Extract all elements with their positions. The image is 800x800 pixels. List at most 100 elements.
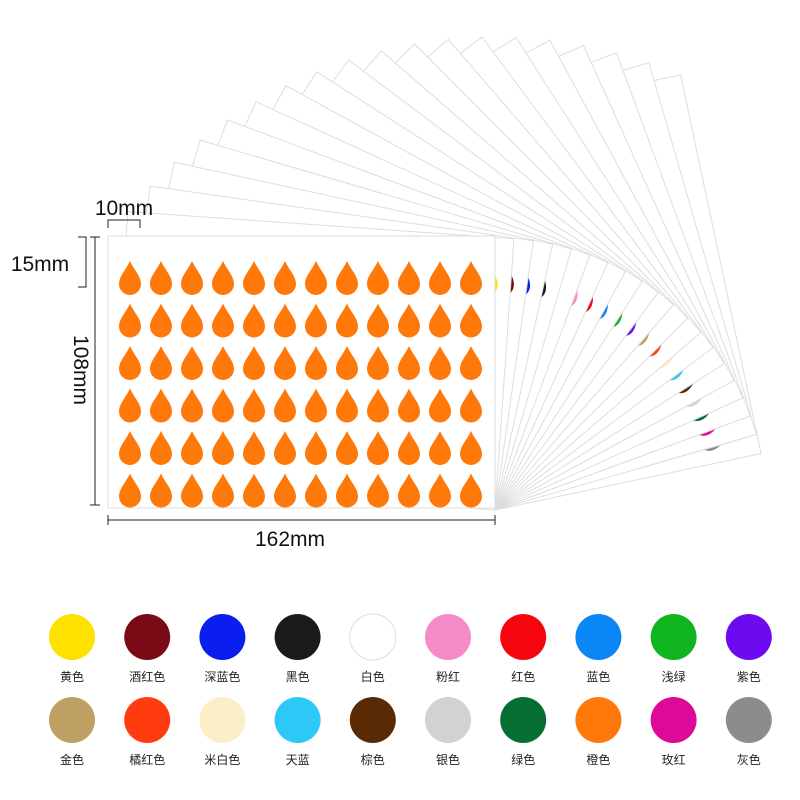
swatch: [425, 614, 471, 660]
swatch-label: 米白色: [204, 752, 240, 767]
sticker: [398, 303, 420, 338]
sticker: [429, 261, 451, 295]
sticker: [429, 473, 451, 508]
sticker: [367, 303, 389, 338]
sticker: [305, 388, 327, 423]
sticker: [460, 303, 482, 338]
sticker: [150, 346, 172, 380]
swatch: [725, 697, 772, 743]
sticker: [460, 473, 482, 508]
sticker: [305, 303, 327, 338]
sticker: [150, 388, 172, 423]
swatch-label: 蓝色: [586, 670, 610, 684]
sticker: [460, 261, 482, 295]
swatch: [124, 697, 171, 743]
sticker: [305, 261, 327, 295]
dimension-lines: [78, 219, 496, 525]
sticker: [305, 431, 327, 465]
swatch-label: 黄色: [60, 670, 84, 684]
swatch-label: 黑色: [286, 670, 310, 684]
sticker: [181, 261, 203, 295]
width-bracket: [107, 219, 141, 228]
swatch: [49, 697, 95, 743]
swatch: [425, 697, 471, 743]
sticker: [336, 303, 358, 338]
sticker: [398, 388, 420, 423]
sticker: [181, 346, 203, 380]
sticker: [367, 473, 389, 508]
sticker: [274, 388, 296, 423]
swatch-label: 白色: [361, 669, 385, 684]
sticker: [398, 473, 420, 508]
sticker: [274, 473, 296, 508]
swatch: [500, 697, 547, 743]
sticker: [181, 473, 203, 508]
swatch-label: 橙色: [586, 752, 610, 767]
swatch-label: 深蓝色: [204, 670, 240, 684]
swatch-label: 金色: [60, 752, 84, 767]
sticker: [119, 303, 141, 338]
swatch-label: 灰色: [737, 753, 761, 767]
sticker: [212, 346, 234, 380]
sticker: [212, 473, 234, 508]
sticker: [460, 431, 482, 465]
sticker: [398, 261, 420, 295]
sticker: [429, 431, 451, 465]
height-label: 15mm: [11, 253, 69, 276]
sticker: [336, 388, 358, 423]
swatch-label: 粉红: [436, 669, 460, 684]
sticker: [336, 431, 358, 465]
sticker: [429, 388, 451, 423]
sticker: [367, 431, 389, 465]
sticker: [336, 346, 358, 380]
swatch-label: 红色: [511, 669, 535, 684]
sticker: [181, 303, 203, 338]
swatch: [650, 697, 697, 743]
sticker: [398, 431, 420, 465]
swatch-label: 紫色: [737, 670, 761, 684]
swatch: [349, 613, 397, 661]
sticker: [274, 346, 296, 380]
sticker: [367, 388, 389, 423]
sticker: [336, 261, 358, 295]
sticker: [305, 473, 327, 508]
swatch-label: 天蓝: [286, 753, 310, 767]
height-bracket: [78, 236, 87, 288]
sticker: [429, 346, 451, 380]
swatch: [124, 614, 171, 660]
swatch-label: 橘红色: [129, 752, 165, 767]
sticker: [150, 473, 172, 508]
sticker: [336, 473, 358, 508]
sticker: [460, 346, 482, 380]
swatch: [199, 697, 246, 743]
sticker: [243, 261, 265, 295]
swatch-label: 棕色: [361, 752, 385, 767]
swatch: [575, 697, 622, 743]
swatch: [349, 697, 396, 743]
sticker: [243, 303, 265, 338]
sticker: [367, 261, 389, 295]
swatch-label: 银色: [436, 753, 460, 767]
swatch: [500, 614, 547, 660]
sticker: [398, 346, 420, 380]
sticker: [119, 346, 141, 380]
sticker: [212, 303, 234, 338]
sticker: [305, 346, 327, 380]
swatch: [725, 614, 772, 660]
sheet-width-label: 162mm: [255, 528, 325, 551]
sticker: [212, 261, 234, 295]
sticker: [150, 261, 172, 295]
sticker: [367, 346, 389, 380]
sticker: [150, 303, 172, 338]
swatch-label: 浅绿: [662, 669, 686, 684]
sticker: [460, 388, 482, 423]
sticker: [274, 261, 296, 295]
sticker: [119, 431, 141, 465]
sticker: [119, 261, 141, 295]
sheet-height-label: 108mm: [69, 335, 92, 405]
sticker: [429, 303, 451, 338]
sheet-width-line: [107, 515, 496, 525]
swatch: [650, 614, 697, 660]
